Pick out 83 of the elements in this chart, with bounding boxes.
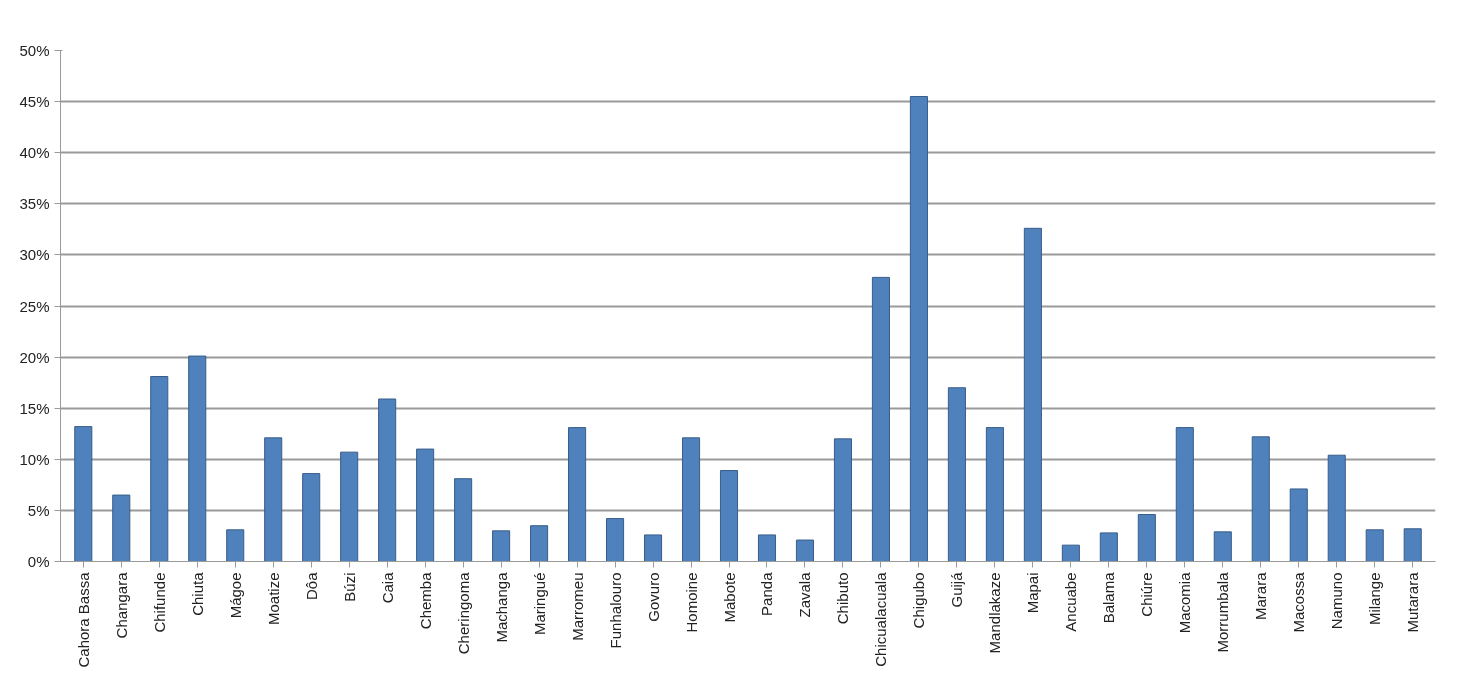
bar xyxy=(340,451,359,562)
x-tick-label: Mabote xyxy=(720,572,738,623)
y-tick-label: 30% xyxy=(19,246,50,264)
x-tick-label: Caia xyxy=(378,571,396,604)
x-tick-label: Chibuto xyxy=(834,572,852,625)
x-tick-label: Macomia xyxy=(1176,571,1194,634)
bar xyxy=(1289,488,1308,562)
bar xyxy=(1365,529,1384,562)
x-tick-label: Mutarara xyxy=(1404,571,1422,633)
bar xyxy=(302,473,321,562)
y-tick-label: 45% xyxy=(19,93,50,111)
bar xyxy=(74,426,93,562)
bar xyxy=(909,95,928,562)
x-tick-label: Mandlakaze xyxy=(986,572,1004,654)
bar xyxy=(454,478,473,562)
bar xyxy=(1099,532,1118,562)
x-tick-label: Marara xyxy=(1252,571,1270,621)
x-tick-label: Milange xyxy=(1366,572,1384,626)
x-tick-label: Morrumbala xyxy=(1214,571,1232,653)
bar xyxy=(568,427,587,562)
bar xyxy=(681,437,701,562)
bar xyxy=(985,427,1004,562)
y-tick-label: 10% xyxy=(19,450,50,468)
bar xyxy=(378,398,397,562)
x-tick-label: Chifunde xyxy=(150,572,168,633)
bar xyxy=(112,494,131,562)
x-tick-label: Funhalouro xyxy=(606,572,624,649)
bar xyxy=(1023,227,1042,562)
bar xyxy=(1061,544,1080,562)
bar xyxy=(719,470,739,562)
x-tick-label: Chigubo xyxy=(910,572,928,629)
x-tick-label: Macossa xyxy=(1290,571,1308,633)
x-tick-label: Namuno xyxy=(1328,572,1346,630)
bar xyxy=(1175,427,1194,562)
y-tick-label: 5% xyxy=(27,501,50,519)
bar xyxy=(644,534,663,562)
y-tick-label: 0% xyxy=(27,553,50,570)
bar xyxy=(1327,454,1346,562)
bar xyxy=(188,355,207,562)
bar xyxy=(1137,513,1156,562)
x-tick-label: Machanga xyxy=(492,571,510,643)
bar xyxy=(492,530,511,562)
x-tick-label: Maringué xyxy=(530,572,548,636)
x-tick-label: Zavala xyxy=(796,571,814,618)
x-tick-label: Dôa xyxy=(302,571,320,601)
x-tick-label: Ancuabe xyxy=(1062,572,1080,632)
bar xyxy=(1251,436,1270,562)
bar xyxy=(871,276,890,562)
x-tick-label: Chicualacuala xyxy=(872,571,890,667)
bar xyxy=(530,525,549,562)
x-tick-label: Guijá xyxy=(948,571,966,608)
x-tick-label: Govuro xyxy=(644,572,662,622)
bar xyxy=(1403,528,1422,562)
x-tick-label: Moatize xyxy=(264,572,282,626)
bar xyxy=(1213,531,1232,562)
bar xyxy=(416,448,435,562)
bar xyxy=(226,529,245,562)
bar xyxy=(833,438,852,562)
x-tick-label: Mágoe xyxy=(226,572,244,619)
x-tick-label: Chiúre xyxy=(1138,572,1156,617)
x-tick-label: Balama xyxy=(1100,571,1118,624)
x-tick-label: Panda xyxy=(758,571,776,616)
bar xyxy=(795,539,815,562)
y-tick-label: 35% xyxy=(19,195,50,213)
bar xyxy=(757,534,777,562)
x-tick-label: Chemba xyxy=(416,571,434,630)
y-tick-label: 50% xyxy=(19,42,50,59)
x-tick-label: Cahora Bassa xyxy=(74,571,92,668)
x-tick-label: Cheringoma xyxy=(454,571,472,655)
y-tick-label: 40% xyxy=(19,144,50,162)
bar xyxy=(264,437,283,562)
y-tick-label: 20% xyxy=(19,348,50,366)
y-tick-label: 25% xyxy=(19,297,50,315)
bar xyxy=(947,387,966,562)
x-tick-label: Búzi xyxy=(340,572,358,602)
y-tick-label: 15% xyxy=(19,399,50,417)
x-tick-label: Chiuta xyxy=(188,571,206,616)
x-tick-label: Marromeu xyxy=(568,572,586,641)
x-tick-label: Changara xyxy=(112,571,130,639)
bar xyxy=(150,376,169,562)
x-tick-label: Mapai xyxy=(1024,572,1042,614)
x-tick-label: Homoine xyxy=(682,572,700,633)
bar xyxy=(606,518,625,562)
